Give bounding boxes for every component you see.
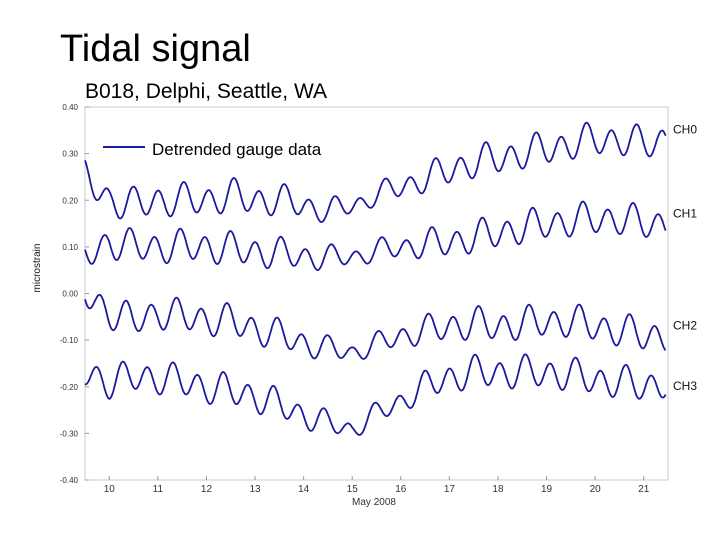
channel-label-ch1: CH1 bbox=[673, 207, 697, 221]
y-tick-label: 0.10 bbox=[62, 243, 78, 252]
x-tick-label: 12 bbox=[201, 484, 213, 495]
x-tick-label: 15 bbox=[347, 484, 359, 495]
legend-label: Detrended gauge data bbox=[152, 140, 322, 159]
y-tick-label: -0.30 bbox=[60, 429, 79, 438]
y-tick-label: -0.40 bbox=[60, 476, 79, 485]
x-tick-label: 11 bbox=[153, 484, 164, 495]
channel-label-ch2: CH2 bbox=[673, 318, 697, 332]
slide-subtitle: B018, Delphi, Seattle, WA bbox=[85, 80, 328, 103]
series-line-ch0 bbox=[84, 121, 667, 223]
y-axis-ticks: 0.40 0.30 0.20 0.10 0.00 -0.10 -0.20 -0.30 -0.40 bbox=[60, 103, 89, 485]
x-tick-label: 13 bbox=[249, 484, 261, 495]
x-tick-label: 16 bbox=[395, 484, 407, 495]
x-tick-label: 19 bbox=[541, 484, 553, 495]
channel-labels: CH0 CH1 CH2 CH3 bbox=[673, 123, 697, 393]
series-lines bbox=[84, 121, 667, 436]
y-tick-label: 0.20 bbox=[62, 196, 78, 205]
series-line-ch1 bbox=[84, 200, 667, 271]
x-axis-ticks: 10 11 12 13 14 15 16 17 18 19 20 21 bbox=[104, 476, 650, 495]
x-tick-label: 21 bbox=[638, 484, 650, 495]
y-tick-label: 0.40 bbox=[62, 103, 78, 112]
channel-label-ch0: CH0 bbox=[673, 123, 697, 137]
plot-frame bbox=[84, 106, 669, 481]
y-tick-label: -0.10 bbox=[60, 336, 79, 345]
x-tick-label: 14 bbox=[298, 484, 310, 495]
x-tick-label: 17 bbox=[444, 484, 456, 495]
x-tick-label: 20 bbox=[590, 484, 602, 495]
slide-title: Tidal signal bbox=[60, 28, 251, 70]
channel-label-ch3: CH3 bbox=[673, 379, 697, 393]
y-tick-label: 0.30 bbox=[62, 150, 78, 159]
x-tick-label: 10 bbox=[104, 484, 116, 495]
x-axis-title: May 2008 bbox=[352, 497, 396, 508]
series-line-ch3 bbox=[84, 353, 667, 436]
series-line-ch2 bbox=[84, 293, 667, 360]
y-axis-title: microstrain bbox=[32, 244, 43, 293]
x-tick-label: 18 bbox=[492, 484, 504, 495]
y-tick-label: -0.20 bbox=[60, 383, 79, 392]
y-tick-label: 0.00 bbox=[62, 290, 78, 299]
